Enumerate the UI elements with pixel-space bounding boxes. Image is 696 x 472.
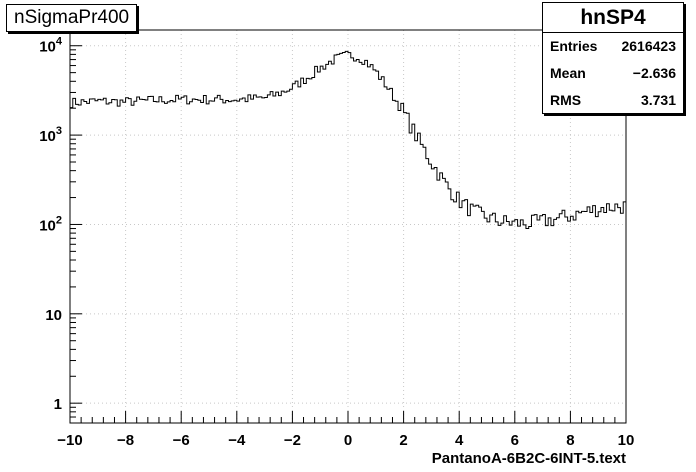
y-tick-label: 103 [39, 125, 62, 145]
stats-rms-row: RMS 3.731 [543, 87, 683, 114]
x-tick-label: 10 [618, 432, 635, 449]
chart-title: nSigmaPr400 [6, 4, 138, 32]
stats-mean-row: Mean −2.636 [543, 60, 683, 87]
x-tick-label: 6 [511, 432, 519, 449]
histogram-line [70, 50, 626, 229]
stats-histogram-name: hnSP4 [543, 3, 683, 33]
y-tick-label: 1 [54, 396, 62, 413]
axis-ticks [69, 45, 627, 423]
grid [70, 30, 626, 423]
y-tick-label: 10 [45, 307, 62, 324]
x-axis-label: PantanoA-6B2C-6INT-5.text [431, 450, 626, 467]
x-tick-label: −10 [57, 432, 82, 449]
x-tick-label: −2 [284, 432, 301, 449]
stats-entries-value: 2616423 [621, 38, 676, 54]
x-tick-labels: −10 −8 −6 −4 −2 0 2 4 6 8 10 [57, 432, 634, 449]
y-tick-label: 102 [39, 214, 62, 234]
stats-entries-row: Entries 2616423 [543, 33, 683, 60]
stats-box: hnSP4 Entries 2616423 Mean −2.636 RMS 3.… [542, 2, 684, 114]
stats-rms-label: RMS [550, 92, 582, 108]
stats-entries-label: Entries [550, 38, 598, 54]
x-tick-label: 0 [344, 432, 352, 449]
x-tick-label: −4 [228, 432, 246, 449]
stats-mean-value: −2.636 [632, 65, 676, 81]
x-tick-label: 2 [399, 432, 407, 449]
x-tick-label: 4 [455, 432, 464, 449]
y-tick-label: 104 [39, 36, 63, 56]
y-tick-labels: 1 10 102 103 104 [39, 36, 63, 413]
stats-mean-label: Mean [550, 65, 586, 81]
x-tick-label: −6 [173, 432, 190, 449]
x-tick-label: −8 [117, 432, 134, 449]
stats-rms-value: 3.731 [640, 92, 676, 108]
x-tick-label: 8 [566, 432, 574, 449]
